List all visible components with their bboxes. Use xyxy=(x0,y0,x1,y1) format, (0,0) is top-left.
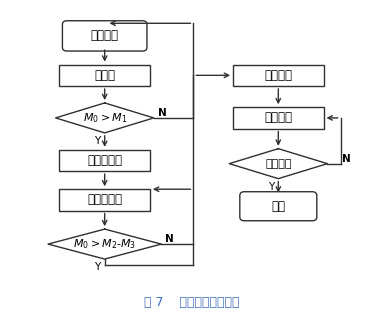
Text: 排料完成: 排料完成 xyxy=(265,159,291,169)
Text: N: N xyxy=(157,108,166,118)
Bar xyxy=(59,65,150,86)
Text: 快加料: 快加料 xyxy=(94,69,115,82)
Bar xyxy=(233,107,324,129)
Bar xyxy=(59,150,150,171)
Text: 返回: 返回 xyxy=(271,200,285,213)
Text: $M_0$$>$$M_1$: $M_0$$>$$M_1$ xyxy=(82,111,127,125)
Text: N: N xyxy=(165,234,174,244)
Text: Y: Y xyxy=(94,262,100,272)
Text: 开始慢加料: 开始慢加料 xyxy=(87,194,122,206)
Text: 停止快加料: 停止快加料 xyxy=(87,154,122,167)
Bar xyxy=(59,189,150,211)
Text: 开始排料: 开始排料 xyxy=(264,111,292,125)
Bar xyxy=(233,65,324,86)
Text: 开始加料: 开始加料 xyxy=(91,30,119,42)
Polygon shape xyxy=(56,103,154,133)
Polygon shape xyxy=(229,149,327,179)
Text: 图 7    加排料控制子程序: 图 7 加排料控制子程序 xyxy=(144,296,239,309)
Text: 停止加料: 停止加料 xyxy=(264,69,292,82)
Polygon shape xyxy=(48,229,161,259)
FancyBboxPatch shape xyxy=(240,192,317,221)
Text: $M_0$$>$$M_2$-$M_3$: $M_0$$>$$M_2$-$M_3$ xyxy=(73,237,136,251)
Text: Y: Y xyxy=(94,136,100,146)
Text: N: N xyxy=(342,154,351,164)
Text: Y: Y xyxy=(268,182,274,192)
FancyBboxPatch shape xyxy=(62,21,147,51)
